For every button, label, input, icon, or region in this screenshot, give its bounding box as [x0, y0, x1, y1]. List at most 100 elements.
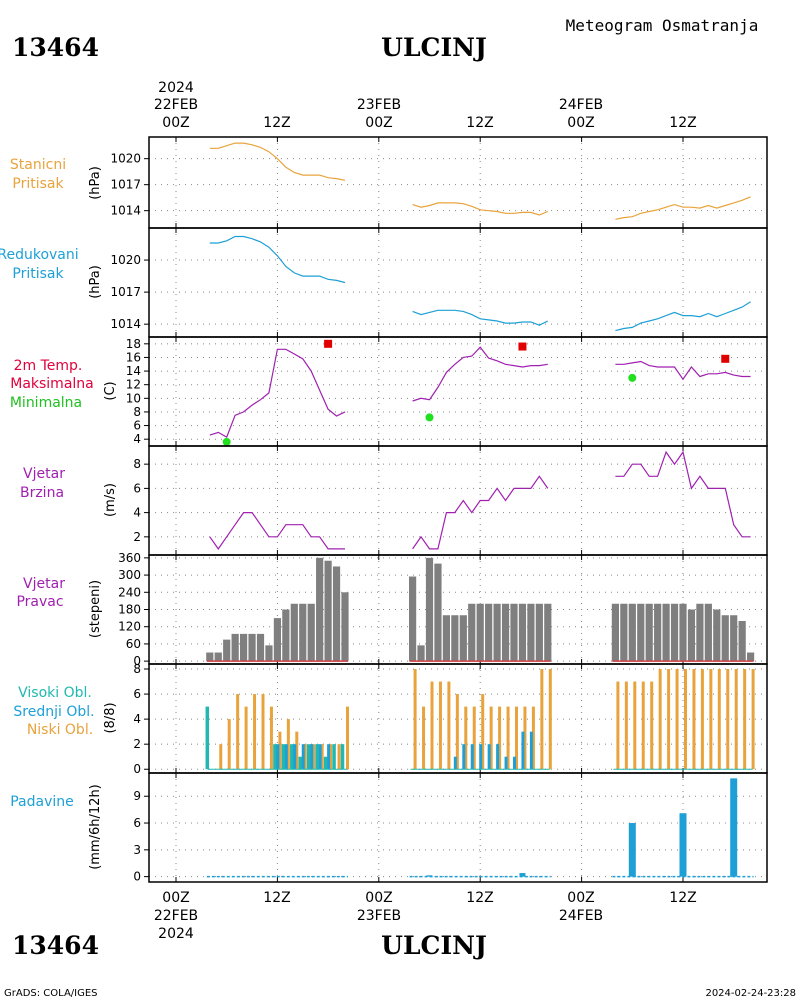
cloud-bar-1-1	[284, 744, 288, 770]
direction-bar-12	[307, 603, 315, 662]
panel-6-ytick-label-1: 3	[133, 843, 141, 857]
panel-6-ytick-label-2: 6	[133, 816, 141, 830]
cloud-bar-0-5	[306, 744, 311, 770]
cloud-bar-2-34	[624, 681, 628, 770]
direction-bar-24	[468, 603, 476, 662]
direction-bar-7	[265, 645, 273, 662]
cloud-bar-2-42	[692, 669, 696, 770]
panel-5-ytick-label-1: 2	[133, 737, 141, 751]
direction-bar-3	[231, 633, 239, 662]
panel-0-series-1	[412, 202, 549, 216]
direction-bar-46	[713, 609, 721, 662]
cloud-bar-2-47	[734, 669, 738, 770]
panel-1-label-1: Pritisak	[12, 266, 64, 282]
panel-1-label-0: Redukovani	[0, 247, 79, 263]
panel-2-ytick-label-2: 8	[133, 405, 141, 419]
date-label-bottom-0: 22FEB	[154, 908, 198, 924]
direction-bar-34	[611, 603, 619, 662]
cloud-bar-1-3	[301, 744, 305, 770]
credit-text: GrADS: COLA/IGES	[4, 988, 98, 999]
direction-bar-30	[518, 603, 527, 662]
cloud-bar-1-7	[453, 756, 457, 770]
panel-0-units: (hPa)	[88, 166, 103, 200]
cloud-bar-1-0	[276, 744, 280, 770]
date-label-bottom-2: 23FEB	[357, 908, 401, 924]
cloud-bar-0-2	[281, 744, 286, 770]
tmax-marker-2	[721, 354, 730, 363]
cloud-bar-1-4	[310, 744, 314, 770]
panel-1-ytick-label-2: 1020	[110, 253, 141, 267]
panel-4-units: (stepeni)	[88, 580, 103, 638]
direction-bar-2	[223, 639, 231, 662]
panel-2-ytick-label-1: 6	[133, 419, 141, 433]
direction-bar-42	[679, 603, 687, 662]
direction-bar-25	[476, 603, 484, 662]
panel-3-ytick-label-3: 8	[133, 457, 141, 471]
panel-1-frame	[148, 227, 768, 338]
direction-bar-1	[214, 652, 222, 662]
direction-bar-26	[485, 603, 493, 662]
hour-label-top-3: 12Z	[466, 115, 493, 131]
panel-4-ytick-label-1: 60	[126, 637, 141, 651]
cloud-bar-2-18	[430, 681, 434, 770]
precip-trace-bar-0	[426, 875, 433, 877]
panel-1-series-0	[209, 235, 346, 284]
panel-6-units: (mm/6h/12h)	[88, 784, 103, 870]
panel-3-series-0	[209, 511, 345, 550]
cloud-bar-0-6	[315, 744, 319, 770]
panel-0-series-0	[209, 142, 346, 181]
direction-bar-10	[290, 603, 298, 662]
station-id-bottom: 13464	[12, 931, 99, 960]
direction-bar-49	[738, 620, 746, 662]
cloud-bar-2-31	[540, 669, 544, 770]
cloud-bar-1-11	[487, 744, 491, 770]
date-label-bottom-4: 24FEB	[559, 908, 603, 924]
direction-bar-22	[451, 615, 459, 662]
panel-2-ytick-label-7: 18	[126, 337, 141, 351]
cloud-bar-2-28	[515, 706, 518, 770]
direction-bar-44	[696, 603, 704, 662]
direction-bar-15	[332, 566, 341, 662]
direction-bar-0	[206, 652, 214, 662]
cloud-bar-2-26	[498, 706, 502, 770]
year-label-top: 2024	[158, 80, 194, 96]
cloud-bar-2-15	[346, 706, 349, 770]
precip-bar-2	[730, 778, 738, 877]
cloud-bar-0-1	[273, 744, 277, 770]
direction-bar-35	[620, 603, 628, 662]
direction-bar-29	[510, 603, 518, 662]
panel-5-label-1: Srednji Obl.	[13, 704, 94, 720]
hour-label-bottom-0: 00Z	[162, 890, 189, 906]
panel-1-ytick-label-1: 1017	[110, 285, 141, 299]
panel-0-label-1: Pritisak	[12, 176, 64, 192]
panel-2-ytick-label-5: 14	[126, 364, 141, 378]
hour-label-top-4: 00Z	[567, 115, 594, 131]
cloud-bar-2-22	[464, 706, 468, 770]
direction-bar-27	[493, 603, 501, 662]
cloud-bar-2-38	[658, 669, 662, 770]
direction-bar-43	[687, 609, 696, 662]
direction-bar-14	[324, 560, 332, 662]
direction-bar-19	[425, 557, 434, 662]
cloud-bar-1-6	[327, 744, 331, 770]
cloud-bar-1-9	[470, 744, 474, 770]
cloud-bar-2-32	[548, 669, 552, 770]
date-label-top-2: 23FEB	[357, 97, 401, 113]
panel-4-ytick-label-6: 360	[118, 551, 141, 565]
cloud-bar-2-27	[506, 706, 510, 770]
tmin-marker-0	[222, 437, 231, 446]
direction-bar-47	[721, 615, 729, 662]
panel-0-ytick-label-0: 1014	[110, 204, 141, 218]
station-id-top: 13464	[12, 33, 99, 62]
panel-4-ytick-label-5: 300	[118, 568, 141, 582]
cloud-bar-2-11	[312, 744, 316, 770]
panel-6-frame	[148, 772, 768, 883]
cloud-bar-2-9	[295, 731, 299, 770]
hour-label-bottom-2: 00Z	[365, 890, 392, 906]
panel-1-units: (hPa)	[88, 265, 103, 299]
cloud-bar-1-14	[513, 756, 516, 770]
cloud-bar-2-39	[667, 669, 671, 770]
direction-bar-37	[637, 603, 645, 662]
panel-6-ytick-label-3: 9	[133, 789, 141, 803]
panel-2-ytick-label-4: 12	[126, 378, 141, 392]
